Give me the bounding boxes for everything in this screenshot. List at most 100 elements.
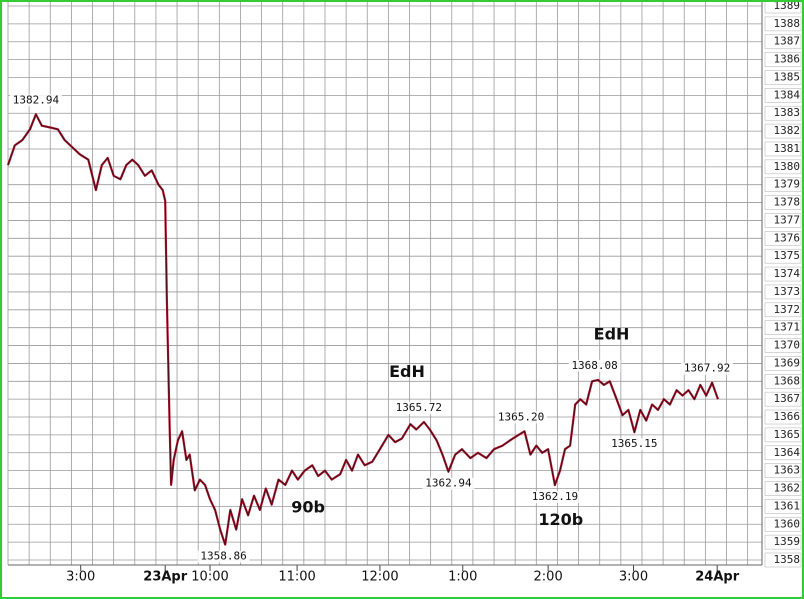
x-tick-label: 24Apr <box>695 570 739 585</box>
grid <box>7 0 762 565</box>
y-tick-box <box>764 302 802 318</box>
y-tick-label: 1360 <box>774 517 801 530</box>
y-tick-box <box>764 516 802 532</box>
y-tick-label: 1358 <box>774 553 801 566</box>
y-tick-label: 1362 <box>774 482 801 495</box>
y-tick-label: 1389 <box>774 0 801 12</box>
annotation: EdH <box>389 362 425 381</box>
y-tick-box <box>764 445 802 461</box>
x-tick-label: 10:00 <box>191 570 228 585</box>
y-tick-box <box>764 338 802 353</box>
y-tick-label: 1370 <box>774 339 801 352</box>
y-tick-label: 1376 <box>774 231 801 244</box>
price-label-bg <box>528 491 581 504</box>
price-label: 1367.92 <box>684 362 730 375</box>
annotation: 90b <box>291 498 325 517</box>
y-tick-box <box>764 391 802 407</box>
y-tick-label: 1375 <box>774 249 801 262</box>
y-tick-box <box>764 34 802 50</box>
y-tick-label: 1366 <box>774 410 801 423</box>
y-tick-box <box>764 123 802 139</box>
y-tick-box <box>764 356 802 371</box>
y-tick-label: 1368 <box>774 374 801 387</box>
price-label: 1382.94 <box>13 93 60 106</box>
y-tick-label: 1386 <box>774 53 801 66</box>
y-tick-box <box>764 552 802 568</box>
x-tick-label: 3:00 <box>619 570 648 585</box>
x-tick-label: 11:00 <box>278 570 315 585</box>
y-tick-label: 1361 <box>774 499 801 512</box>
y-tick-box <box>764 177 802 193</box>
y-tick-label: 1383 <box>774 106 801 119</box>
y-tick-box <box>764 320 802 335</box>
x-tick-label: 2:00 <box>534 570 563 585</box>
y-tick-box <box>764 427 802 443</box>
price-label-bg <box>9 94 62 107</box>
labels: 1358 1359 1360 1361 1362 1363 1364 1365 1366 1367… <box>9 0 802 585</box>
y-tick-label: 1378 <box>774 196 801 209</box>
y-tick-box <box>764 463 802 478</box>
y-tick-label: 1372 <box>774 303 801 316</box>
y-tick-box <box>764 481 802 496</box>
price-label-bg <box>495 411 548 424</box>
y-tick-box <box>764 88 802 103</box>
price-label: 1362.19 <box>532 490 578 503</box>
y-tick-box <box>764 70 802 85</box>
price-label: 1368.08 <box>571 359 617 372</box>
price-label-bg <box>681 362 734 375</box>
x-tick-label: 23Apr <box>143 570 187 585</box>
y-tick-box <box>764 0 802 14</box>
annotation: EdH <box>594 324 630 343</box>
price-label: 1358.86 <box>200 550 246 563</box>
y-tick-label: 1379 <box>774 178 801 191</box>
y-tick-box <box>764 213 802 228</box>
y-tick-label: 1364 <box>774 446 801 459</box>
y-tick-label: 1367 <box>774 392 801 405</box>
y-tick-box <box>764 231 802 246</box>
y-tick-label: 1380 <box>774 160 801 173</box>
price-label: 1362.94 <box>425 477 472 490</box>
price-label: 1365.72 <box>396 401 442 414</box>
price-label: 1365.15 <box>611 437 657 450</box>
y-tick-box <box>764 373 802 389</box>
y-tick-label: 1387 <box>774 35 801 48</box>
price-label-bg <box>392 402 445 415</box>
x-tick-label: 3:00 <box>66 570 95 585</box>
x-tick-label: 1:00 <box>448 570 477 585</box>
plot <box>6 113 720 546</box>
x-tick-label: 12:00 <box>361 570 398 585</box>
y-tick-box <box>764 266 802 282</box>
y-tick-box <box>764 16 802 32</box>
price-label: 1365.20 <box>498 410 544 423</box>
y-tick-box <box>764 105 802 121</box>
y-tick-label: 1371 <box>774 321 801 334</box>
y-tick-box <box>764 52 802 67</box>
annotation: 120b <box>538 510 583 529</box>
price-label-bg <box>568 359 621 372</box>
y-tick-box <box>764 195 802 210</box>
y-tick-box <box>764 499 802 514</box>
price-label-bg <box>422 477 475 490</box>
y-tick-label: 1369 <box>774 356 801 369</box>
price-line-core <box>7 113 719 545</box>
y-tick-label: 1388 <box>774 17 801 30</box>
y-tick-box <box>764 141 802 157</box>
price-label-bg <box>197 550 250 563</box>
y-tick-box <box>764 248 802 264</box>
y-tick-label: 1359 <box>774 535 801 548</box>
price-label-bg <box>608 438 661 451</box>
y-tick-box <box>764 284 802 300</box>
y-tick-box <box>764 159 802 175</box>
y-tick-box <box>764 534 802 550</box>
y-tick-label: 1381 <box>774 142 801 155</box>
y-tick-label: 1377 <box>774 213 801 226</box>
y-tick-label: 1374 <box>774 267 801 280</box>
y-tick-label: 1363 <box>774 464 801 477</box>
y-tick-label: 1365 <box>774 428 801 441</box>
y-tick-label: 1384 <box>774 88 801 101</box>
y-tick-label: 1385 <box>774 70 801 83</box>
